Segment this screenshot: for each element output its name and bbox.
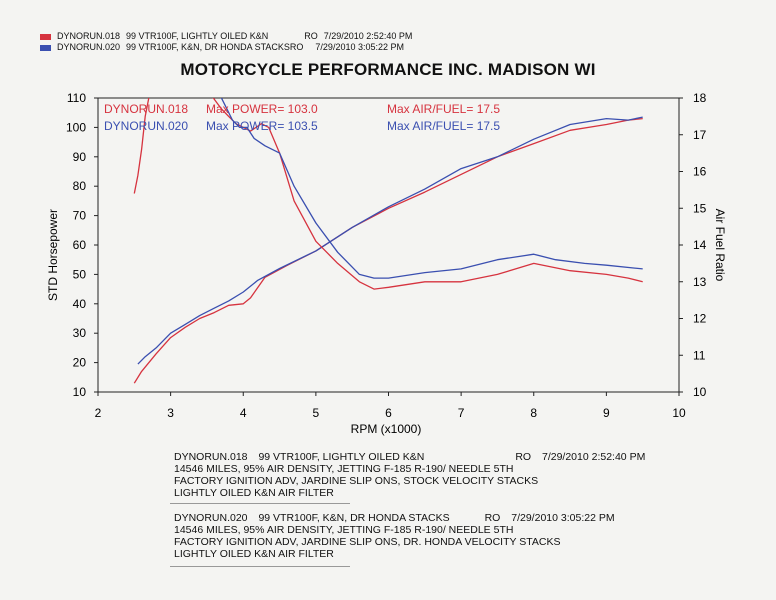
annotation-run2-power: Max POWER= 103.5 [206,119,318,133]
y-axis-label: STD Horsepower [46,209,60,301]
y-tick-label: 70 [73,209,87,223]
chart-axes: 2 3 4 5 6 7 8 9 10 10 20 30 40 50 60 70 80 90 100 110 10 11 12… [66,91,707,420]
legend-run-name: DYNORUN.018 [57,31,121,41]
y-tick-label: 20 [73,356,87,370]
annotation-run1-power: Max POWER= 103.0 [206,102,318,116]
horsepower-line-dynorun-020 [137,116,643,365]
legend-run-desc: 99 VTR100F, LIGHTLY OILED K&N [126,31,269,41]
notes-run-name: DYNORUN.018 [174,451,248,463]
y-tick-label: 80 [73,179,87,193]
notes-header: DYNORUN.018 99 VTR100F, LIGHTLY OILED K&… [174,451,653,463]
chart-title: MOTORCYCLE PERFORMANCE INC. MADISON WI [180,60,596,79]
legend-swatch-run2 [40,44,51,51]
legend-run-name: DYNORUN.020 [57,42,121,52]
annotation-run2-airfuel: Max AIR/FUEL= 17.5 [387,119,500,133]
y-tick-label: 40 [73,297,87,311]
notes-divider [170,503,350,504]
x-tick-label: 10 [672,406,686,420]
notes-line: LIGHTLY OILED K&N AIR FILTER [174,548,334,560]
y2-tick-label: 13 [693,275,707,289]
legend-run-op: RO [304,31,318,41]
y-tick-label: 30 [73,326,87,340]
notes-line: LIGHTLY OILED K&N AIR FILTER [174,487,334,499]
notes-run-datetime: 7/29/2010 3:05:22 PM [511,512,615,524]
x-tick-label: 9 [603,406,610,420]
legend-run-datetime: 7/29/2010 3:05:22 PM [315,42,404,52]
y2-tick-label: 11 [693,348,706,362]
x-axis-label: RPM (x1000) [351,422,422,436]
y2-tick-label: 15 [693,201,707,215]
chart-lines [133,98,643,384]
x-tick-label: 6 [385,406,392,420]
y-tick-label: 60 [73,238,87,252]
x-tick-label: 5 [313,406,320,420]
y2-tick-label: 17 [693,128,707,142]
chart-annotations: DYNORUN.018 Max POWER= 103.0 Max AIR/FUE… [104,102,500,133]
legend-row-run2: DYNORUN.020 99 VTR100F, K&N, DR HONDA ST… [40,42,418,53]
x-tick-label: 4 [240,406,247,420]
legend-row-run1: DYNORUN.018 99 VTR100F, LIGHTLY OILED K&… [40,31,418,42]
y-tick-label: 10 [73,385,87,399]
x-tick-label: 2 [95,406,102,420]
annotation-run1-label: DYNORUN.018 [104,102,188,116]
notes-line: 14546 MILES, 95% AIR DENSITY, JETTING F-… [174,463,514,475]
notes-line: FACTORY IGNITION ADV, JARDINE SLIP ONS, … [174,536,561,548]
annotation-run1-airfuel: Max AIR/FUEL= 17.5 [387,102,500,116]
x-tick-label: 3 [167,406,174,420]
run-notes-1: DYNORUN.018 99 VTR100F, LIGHTLY OILED K&… [174,451,653,499]
y2-tick-label: 14 [693,238,707,252]
y2-tick-label: 10 [693,385,707,399]
notes-line: FACTORY IGNITION ADV, JARDINE SLIP ONS, … [174,475,539,487]
horsepower-line-dynorun-018 [133,117,643,384]
plot-frame [97,97,680,393]
airfuel-line-dynorun-018 [133,98,643,290]
x-tick-label: 7 [458,406,465,420]
y-tick-label: 110 [67,91,86,105]
run-notes-2: DYNORUN.020 99 VTR100F, K&N, DR HONDA ST… [174,512,623,560]
notes-divider [170,566,350,567]
notes-run-desc: 99 VTR100F, K&N, DR HONDA STACKS [258,512,450,524]
notes-run-datetime: 7/29/2010 2:52:40 PM [541,451,646,463]
notes-run-desc: 99 VTR100F, LIGHTLY OILED K&N [258,451,425,463]
notes-run-name: DYNORUN.020 [174,512,248,524]
y-tick-label: 90 [73,150,87,164]
y-tick-label: 50 [73,267,87,281]
legend-swatch-run1 [40,33,51,40]
y2-tick-label: 16 [693,165,707,179]
airfuel-line-dynorun-020 [220,98,643,279]
y-tick-label: 100 [66,120,86,134]
legend-run-datetime: 7/29/2010 2:52:40 PM [323,31,413,41]
y2-tick-label: 12 [693,312,707,326]
top-legend: DYNORUN.018 99 VTR100F, LIGHTLY OILED K&… [40,31,418,53]
y2-axis-label: Air Fuel Ratio [713,209,727,282]
annotation-run2-label: DYNORUN.020 [104,119,188,133]
y2-tick-label: 18 [693,91,707,105]
notes-run-op: RO [484,512,501,524]
notes-run-op: RO [515,451,532,463]
x-tick-label: 8 [530,406,537,420]
legend-run-desc: 99 VTR100F, K&N, DR HONDA STACKSRO [126,42,304,52]
notes-header: DYNORUN.020 99 VTR100F, K&N, DR HONDA ST… [174,512,623,524]
notes-line: 14546 MILES, 95% AIR DENSITY, JETTING F-… [174,524,514,536]
